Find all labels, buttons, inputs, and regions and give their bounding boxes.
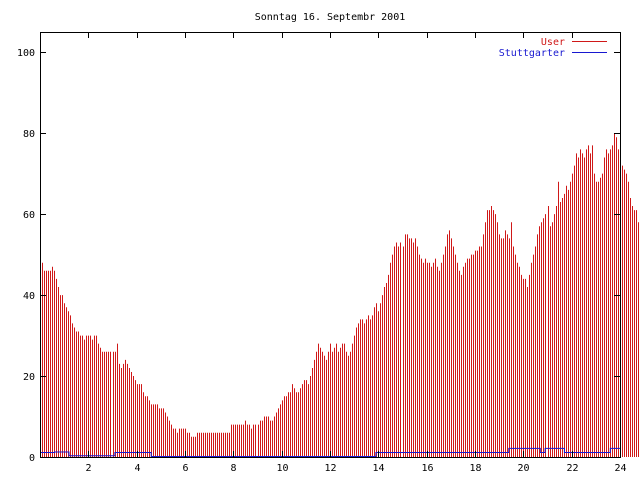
legend-label-stuttgarter: Stuttgarter <box>499 48 565 59</box>
x-tick-label: 22 <box>566 463 578 474</box>
y-tick-label: 80 <box>23 129 35 140</box>
y-tick-label: 20 <box>23 372 35 383</box>
user-series-impulses <box>40 133 639 457</box>
y-tick-label: 60 <box>23 210 35 221</box>
y-tick-label: 40 <box>23 291 35 302</box>
stuttgarter-line <box>40 447 620 457</box>
x-tick-label: 10 <box>276 463 288 474</box>
x-tick-label: 16 <box>421 463 433 474</box>
legend-label-user: User <box>541 37 565 48</box>
x-tick-label: 8 <box>230 463 236 474</box>
stuttgarter-series-line <box>40 447 620 457</box>
chart-title: Sonntag 16. Septembr 2001 <box>255 12 406 23</box>
x-tick-label: 20 <box>517 463 529 474</box>
x-tick-label: 14 <box>372 463 384 474</box>
x-tick-label: 18 <box>469 463 481 474</box>
x-tick-label: 6 <box>182 463 188 474</box>
x-tick-label: 24 <box>614 463 626 474</box>
x-tick-label: 4 <box>134 463 140 474</box>
y-tick-label: 0 <box>29 453 35 464</box>
y-tick-label: 100 <box>17 48 35 59</box>
x-tick-label: 12 <box>324 463 336 474</box>
x-tick-label: 2 <box>85 463 91 474</box>
